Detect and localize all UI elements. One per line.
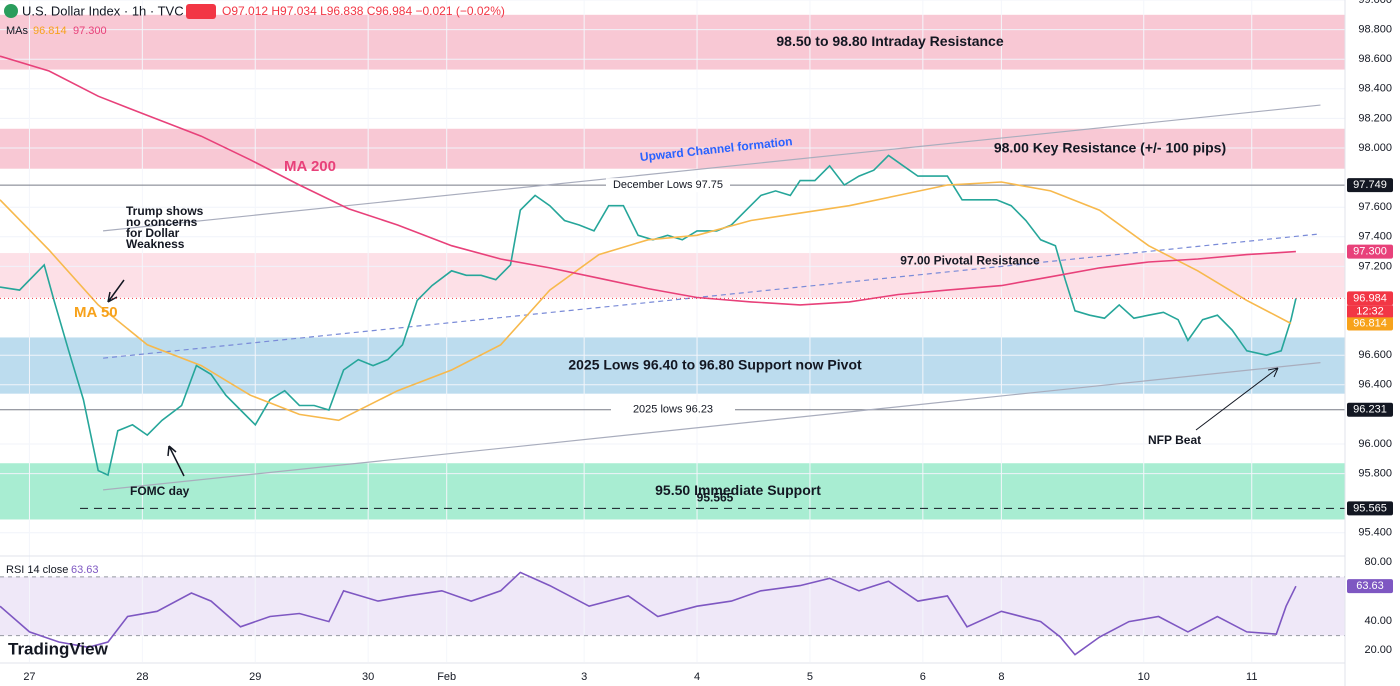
zone [0, 14, 1345, 70]
y-tick-label: 98.000 [1358, 142, 1392, 154]
y-tick-label: 98.200 [1358, 112, 1392, 124]
trump-note: Trump shows [126, 204, 204, 218]
trend-line [103, 104, 1321, 232]
x-tick-label: 11 [1246, 671, 1257, 683]
price-tag [1347, 579, 1393, 594]
ma200-label: MA 200 [284, 158, 336, 175]
x-tick-label: 6 [920, 671, 926, 683]
price-tag [1347, 178, 1393, 193]
price-tag [1347, 244, 1393, 259]
x-tick-label: 5 [807, 671, 813, 683]
price-tag-label: 95.565 [1353, 502, 1387, 514]
trump-note: no concerns [126, 215, 198, 229]
zone [0, 128, 1345, 169]
price-tag [1347, 291, 1393, 306]
x-tick-label: 3 [581, 671, 587, 683]
y-tick-label: 99.000 [1358, 0, 1392, 6]
symbol-icon [4, 4, 18, 18]
series-line [0, 55, 1296, 306]
zone-label: 97.00 Pivotal Resistance [900, 253, 1040, 267]
x-tick-label: 28 [136, 671, 148, 683]
y-tick-label: 96.600 [1358, 349, 1392, 361]
level-label: 95.565 [697, 491, 734, 505]
y-tick-label: 98.800 [1358, 24, 1392, 36]
y-tick-label: 97.600 [1358, 201, 1392, 213]
symbol: U.S. Dollar Index · 1h · TVC [22, 3, 184, 18]
price-tag-label: 97.749 [1353, 179, 1387, 191]
trend-line [103, 233, 1321, 359]
countdown: 12:32 [1356, 305, 1384, 317]
price-tag-label: 63.63 [1356, 580, 1384, 592]
mas-label: MAs [6, 25, 29, 37]
series-line [0, 571, 1297, 656]
rsi-value: 63.63 [71, 564, 99, 576]
trump-note: for Dollar [126, 226, 180, 240]
label-bg [606, 178, 730, 193]
y-tick-label: 40.00 [1364, 615, 1392, 627]
countdown-bg [1347, 305, 1393, 318]
x-tick-label: 27 [23, 671, 35, 683]
ma50-value: 96.814 [33, 25, 67, 37]
x-tick-label: 4 [694, 671, 700, 683]
grid [0, 0, 1345, 662]
y-tick-label: 98.600 [1358, 53, 1392, 65]
y-tick-label: 20.00 [1364, 644, 1392, 656]
label-bg [611, 402, 735, 417]
trend-line [103, 362, 1321, 491]
x-tick-label: 10 [1138, 671, 1150, 683]
zone-label: 98.50 to 98.80 Intraday Resistance [776, 33, 1003, 49]
badge [186, 4, 216, 19]
price-tag-label: 96.984 [1353, 292, 1387, 304]
arrow [1195, 367, 1279, 431]
zone-label: 2025 Lows 96.40 to 96.80 Support now Piv… [568, 356, 862, 372]
trump-note: Weakness [126, 237, 185, 251]
price-tag-label: 97.300 [1353, 246, 1387, 258]
y-tick-label: 96.400 [1358, 379, 1392, 391]
ohlc: O97.012 H97.034 L96.838 C96.984 −0.021 (… [222, 4, 505, 18]
x-tick-label: 30 [362, 671, 374, 683]
x-tick-label: 8 [998, 671, 1004, 683]
fomc-note: FOMC day [130, 484, 190, 498]
arrow [167, 445, 185, 477]
level-label: 2025 lows 96.23 [633, 404, 713, 416]
brand: TradingView [8, 639, 109, 658]
zone [0, 463, 1345, 520]
price-tag [1347, 316, 1393, 331]
rsi-label: RSI 14 close [6, 564, 68, 576]
nfp-note: NFP Beat [1148, 433, 1201, 447]
y-tick-label: 95.400 [1358, 527, 1392, 539]
y-tick-label: 97.400 [1358, 231, 1392, 243]
y-tick-label: 97.200 [1358, 260, 1392, 272]
x-tick-label: 29 [249, 671, 261, 683]
price-tag-label: 96.814 [1353, 317, 1387, 329]
level-label: December Lows 97.75 [613, 179, 723, 191]
y-tick-label: 98.400 [1358, 83, 1392, 95]
y-tick-label: 80.00 [1364, 556, 1392, 568]
price-tag [1347, 402, 1393, 417]
series-line [0, 181, 1292, 422]
price-tag [1347, 501, 1393, 516]
price-tag-label: 96.231 [1353, 404, 1387, 416]
y-tick-label: 96.000 [1358, 438, 1392, 450]
zone [0, 253, 1345, 298]
x-tick-label: Feb [437, 671, 456, 683]
zone-label: 95.50 Immediate Support [655, 482, 821, 498]
series-line [0, 154, 1297, 477]
arrow [107, 279, 125, 303]
zone-label: 98.00 Key Resistance (+/- 100 pips) [994, 139, 1226, 155]
ma50-label: MA 50 [74, 304, 118, 321]
y-tick-label: 95.800 [1358, 468, 1392, 480]
ma200-value: 97.300 [73, 25, 107, 37]
